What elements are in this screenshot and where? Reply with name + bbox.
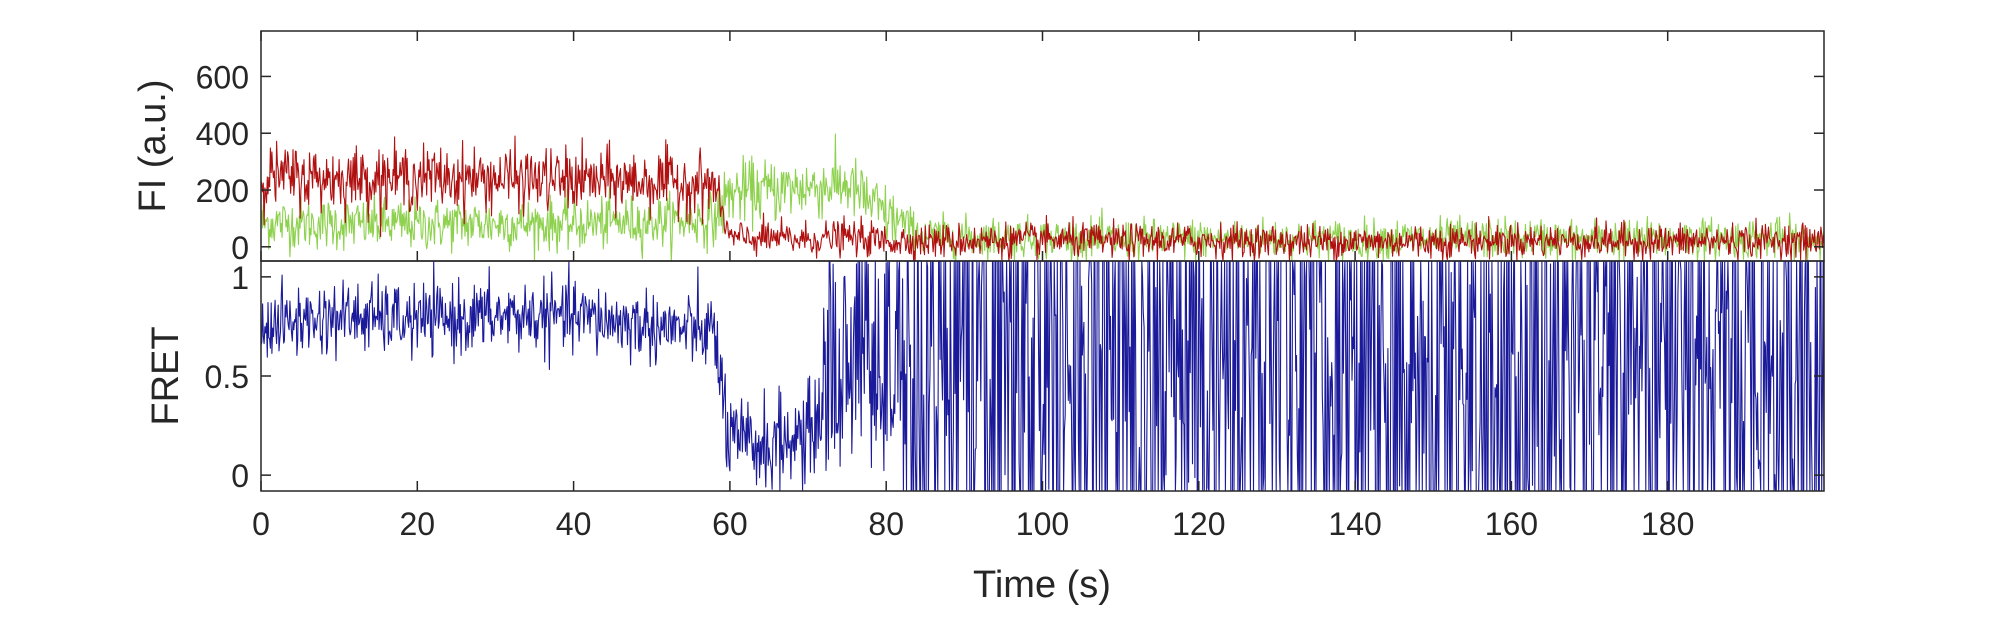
fret-y-axis-label: FRET <box>145 326 187 425</box>
fluorescence-panel: 0 200 400 600 FI (a.u.) <box>132 30 1825 266</box>
x-tick-label: 20 <box>400 506 436 542</box>
y-tick-label: 600 <box>196 59 249 95</box>
fret-panel: 00.51 0 20 40 60 80 100 120 140 160 180 FRET Time… <box>145 31 1825 606</box>
trace-series-0 <box>260 260 1825 492</box>
fret-traces <box>260 260 1825 492</box>
x-tick-label: 40 <box>556 506 592 542</box>
y-tick-label: 200 <box>196 173 249 209</box>
time-x-ticks: 0 20 40 60 80 100 120 140 160 180 <box>252 31 1694 542</box>
x-tick-label: 120 <box>1172 506 1225 542</box>
x-tick-label: 140 <box>1328 506 1381 542</box>
y-tick-label: 0 <box>231 230 249 266</box>
x-tick-label: 0 <box>252 506 270 542</box>
fluorescence-y-axis-label: FI (a.u.) <box>132 79 174 212</box>
x-tick-label: 100 <box>1016 506 1069 542</box>
x-tick-label: 60 <box>712 506 748 542</box>
y-tick-label: 0.5 <box>205 359 249 395</box>
y-tick-label: 400 <box>196 116 249 152</box>
y-tick-label: 0 <box>231 458 249 494</box>
y-tick-label: 1 <box>231 260 249 296</box>
x-tick-label: 160 <box>1485 506 1538 542</box>
fluorescence-traces <box>260 133 1825 262</box>
x-tick-label: 180 <box>1641 506 1694 542</box>
x-tick-label: 80 <box>868 506 904 542</box>
trace-series-1 <box>260 135 1825 262</box>
fluorescence-y-ticks: 0 200 400 600 <box>196 59 1824 266</box>
trace-series-0 <box>260 133 1825 262</box>
time-x-axis-label: Time (s) <box>973 564 1111 606</box>
fret-y-ticks: 00.51 <box>205 260 1824 494</box>
